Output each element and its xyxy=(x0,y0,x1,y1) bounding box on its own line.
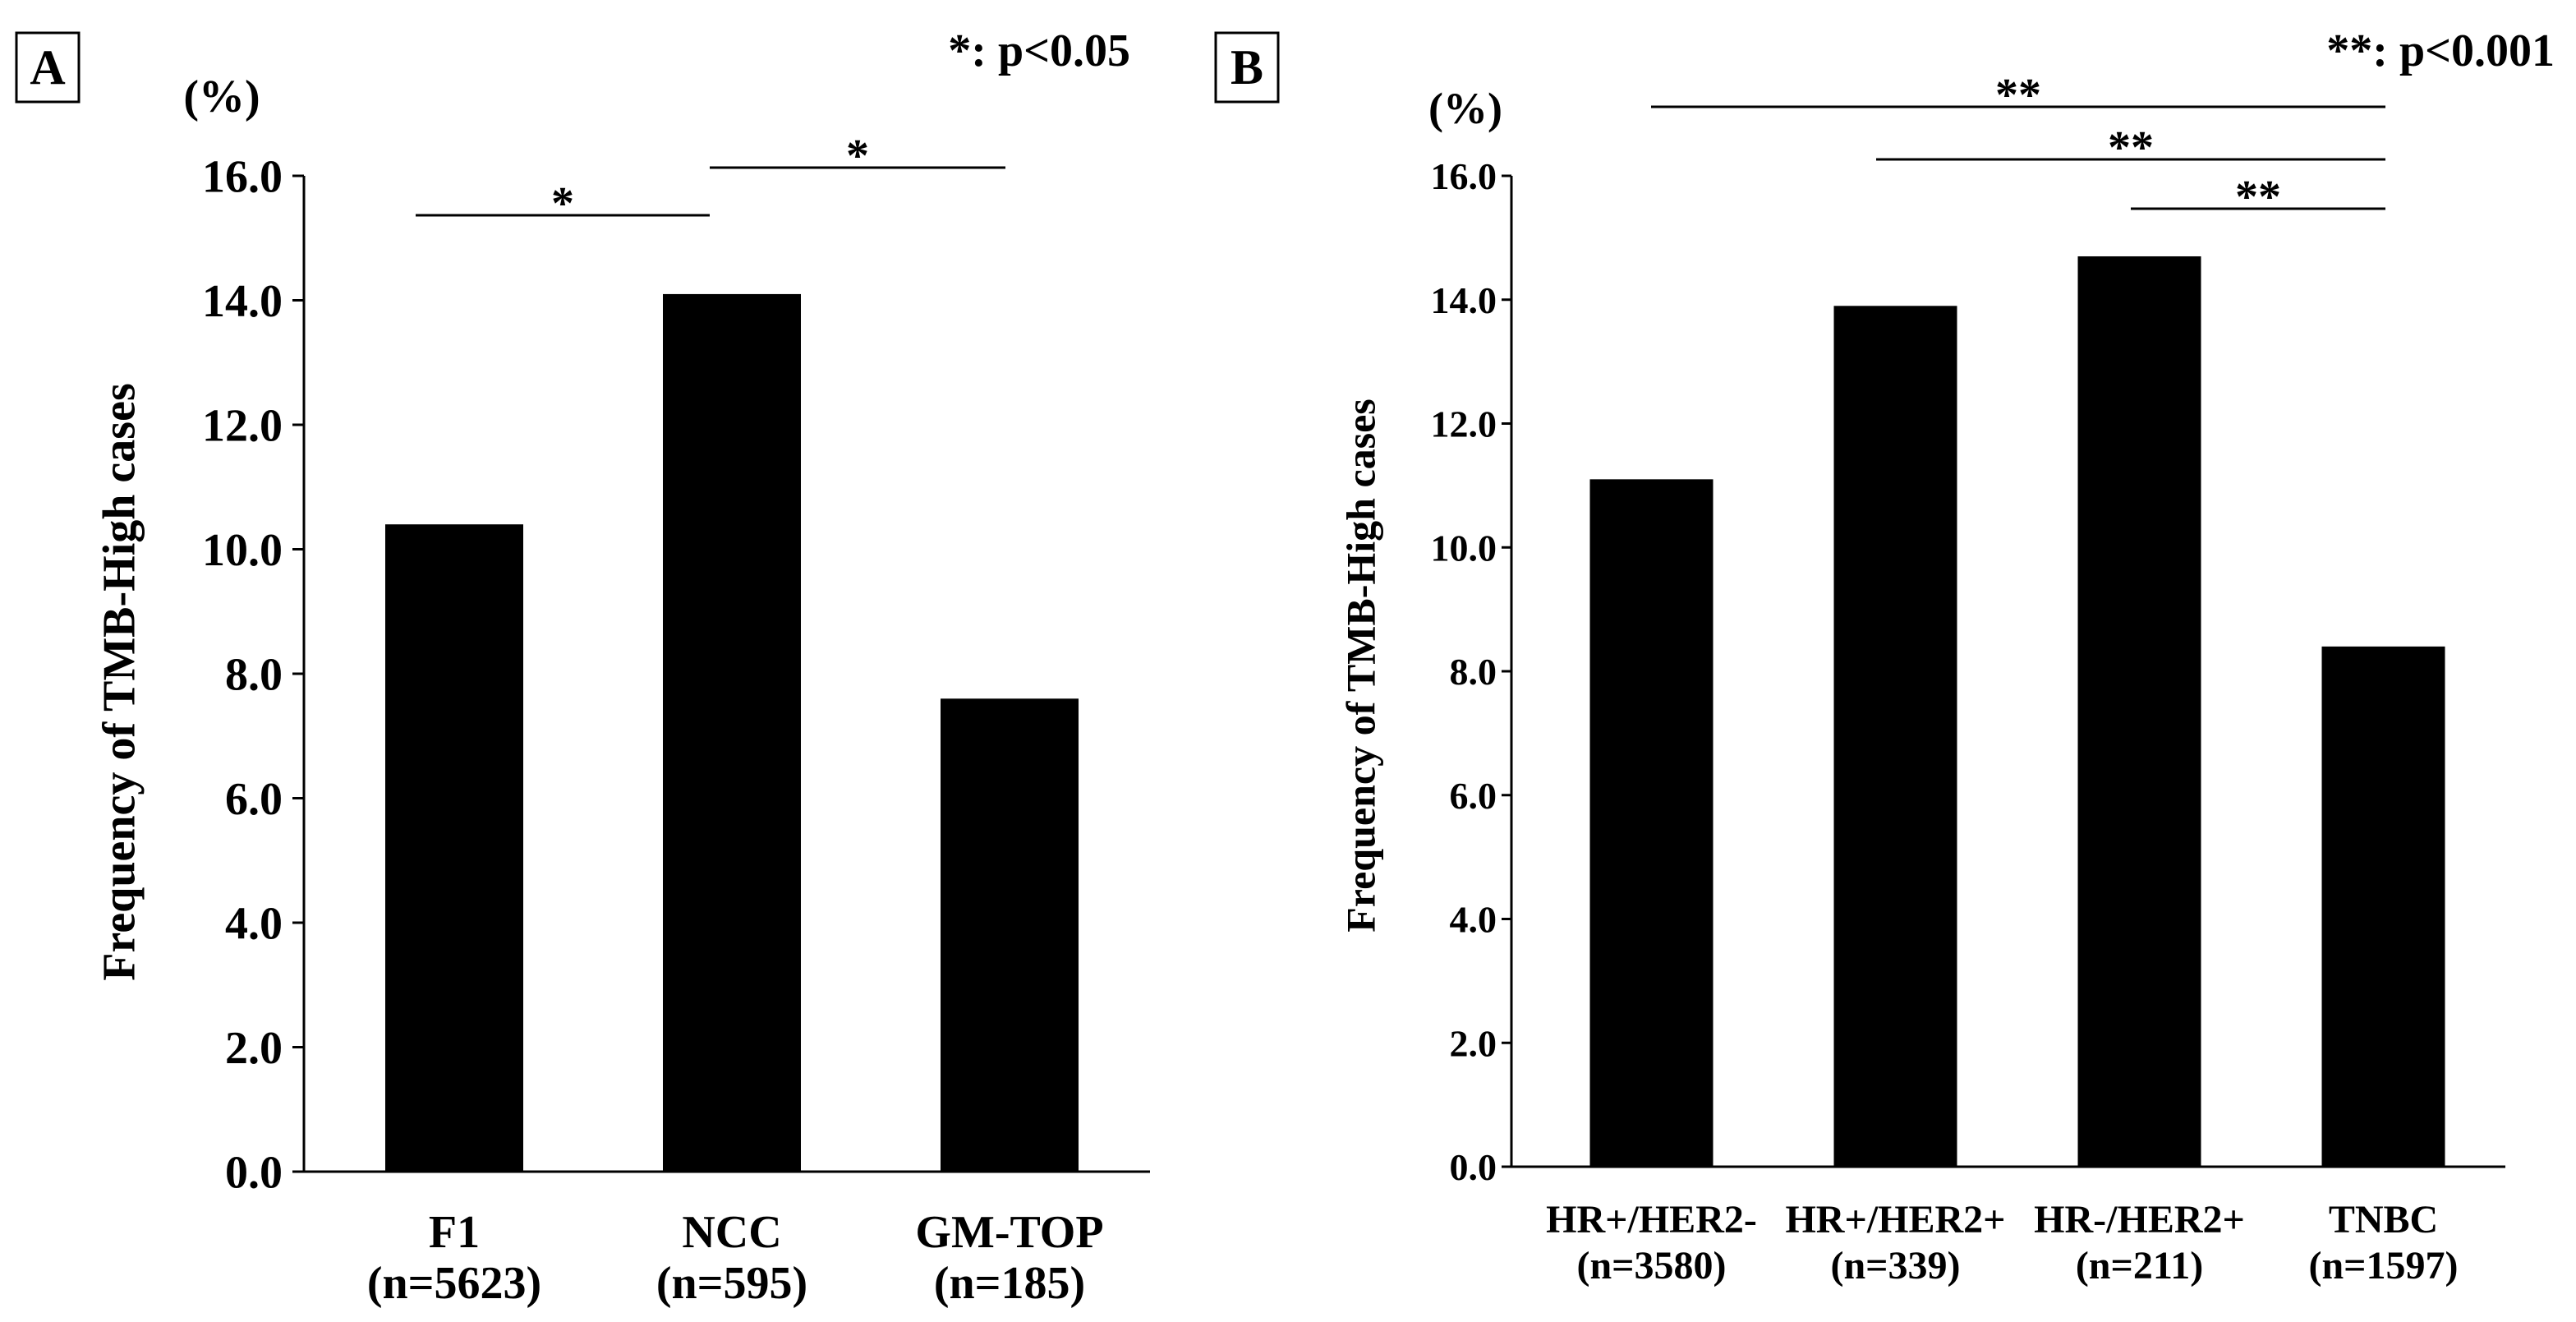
panel-a-y-tick-label: 4.0 xyxy=(225,899,283,950)
panel-b-y-tick-label: 8.0 xyxy=(1450,651,1497,693)
panel-b-significance-marker: ** xyxy=(1995,70,2041,121)
panel-a-y-tick-label: 2.0 xyxy=(225,1023,283,1074)
panel-b-plot-area: 0.0 2.0 4.0 6.0 8.0 10.0 12.0 14.0 16.0 HR+/HER2-… xyxy=(1431,70,2505,1287)
bar-gm-top xyxy=(941,698,1079,1172)
panel-b-y-tick-label: 4.0 xyxy=(1450,899,1497,941)
panel-b-significance-marker: ** xyxy=(2108,122,2154,173)
panel-a-label: A xyxy=(30,40,65,94)
panel-b-y-tick-label: 12.0 xyxy=(1431,403,1497,445)
category-count-hr-pos-her2-neg: (n=3580) xyxy=(1576,1244,1726,1287)
panel-a-plot-area: 0.0 2.0 4.0 6.0 8.0 10.0 12.0 14.0 16.0 F1(n=5623… xyxy=(202,131,1150,1309)
panel-b-y-tick-label: 16.0 xyxy=(1431,155,1497,197)
panel-a-y-tick-label: 14.0 xyxy=(202,276,283,327)
bar-f1 xyxy=(385,524,523,1172)
panel-a: A (%) *: p<0.05 Frequency of TMB-High ca… xyxy=(15,25,1150,1309)
panel-b-y-tick-label: 0.0 xyxy=(1450,1146,1497,1188)
panel-a-y-tick-label: 10.0 xyxy=(202,525,283,576)
panel-b-y-axis-title: Frequency of TMB-High cases xyxy=(1338,398,1384,933)
category-count-tnbc: (n=1597) xyxy=(2308,1244,2458,1287)
panel-b-y-unit: (%) xyxy=(1428,84,1502,133)
panel-a-y-tick-label: 16.0 xyxy=(202,152,283,203)
category-label-gm-top: GM-TOP xyxy=(915,1207,1103,1258)
category-label-f1: F1 xyxy=(429,1207,480,1258)
bar-tnbc xyxy=(2321,646,2445,1167)
category-label-hr-pos-her2-neg: HR+/HER2- xyxy=(1546,1198,1757,1241)
panel-a-significance-note: *: p<0.05 xyxy=(948,25,1130,76)
panel-b-y-tick-label: 2.0 xyxy=(1450,1022,1497,1064)
panel-a-y-axis-title: Frequency of TMB-High cases xyxy=(94,383,145,980)
bar-hr-pos-her2-neg xyxy=(1589,479,1714,1167)
panel-a-y-tick-label: 6.0 xyxy=(225,774,283,825)
panel-a-label-box xyxy=(15,31,80,104)
panel-a-significance-marker: * xyxy=(846,131,869,182)
category-count-gm-top: (n=185) xyxy=(934,1258,1085,1309)
panel-b-label-box xyxy=(1214,31,1280,104)
panel-b-y-tick-label: 6.0 xyxy=(1450,775,1497,817)
panel-a-y-unit: (%) xyxy=(183,71,260,122)
category-label-ncc: NCC xyxy=(682,1207,781,1258)
panel-b-significance-marker: ** xyxy=(2235,172,2281,223)
panel-b-label: B xyxy=(1230,40,1263,94)
panel-a-y-tick-label: 0.0 xyxy=(225,1148,283,1199)
category-label-hr-neg-her2-pos: HR-/HER2+ xyxy=(2034,1198,2245,1241)
category-label-hr-pos-her2-pos: HR+/HER2+ xyxy=(1785,1198,2005,1241)
category-count-ncc: (n=595) xyxy=(656,1258,807,1309)
panel-a-y-tick-label: 12.0 xyxy=(202,401,283,452)
panel-a-y-tick-label: 8.0 xyxy=(225,650,283,701)
bar-hr-neg-her2-pos xyxy=(2077,256,2201,1167)
panel-b-y-tick-label: 10.0 xyxy=(1431,527,1497,569)
bar-ncc xyxy=(663,293,801,1172)
panel-b-significance-note: **: p<0.001 xyxy=(2326,25,2555,76)
category-count-hr-pos-her2-pos: (n=339) xyxy=(1830,1244,1960,1287)
panel-b-y-tick-label: 14.0 xyxy=(1431,279,1497,321)
category-count-f1: (n=5623) xyxy=(367,1258,541,1309)
category-label-tnbc: TNBC xyxy=(2329,1198,2438,1241)
bar-hr-pos-her2-pos xyxy=(1833,306,1957,1168)
panel-b: B (%) **: p<0.001 Frequency of TMB-High … xyxy=(1214,25,2555,1287)
category-count-hr-neg-her2-pos: (n=211) xyxy=(2076,1244,2203,1287)
panel-a-significance-marker: * xyxy=(551,178,574,229)
